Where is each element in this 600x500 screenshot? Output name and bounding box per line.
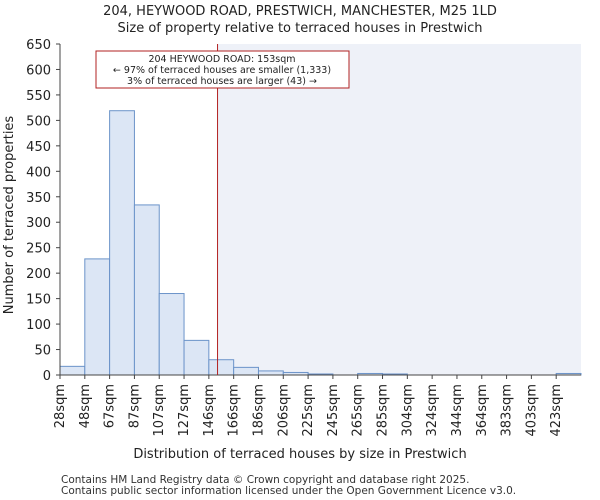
x-tick-label: 107sqm <box>152 384 167 437</box>
footer-line-2: Contains public sector information licen… <box>61 485 516 497</box>
bar-166sqm <box>233 366 259 376</box>
x-tick-label: 304sqm <box>400 384 415 437</box>
y-tick-label: 100 <box>26 318 51 333</box>
y-axis-label: Number of terraced properties <box>2 116 17 315</box>
y-tick-label: 300 <box>26 216 51 231</box>
x-tick-label: 245sqm <box>326 384 341 437</box>
x-tick-label: 186sqm <box>251 384 266 437</box>
x-tick-label: 423sqm <box>549 384 564 437</box>
x-tick-label: 383sqm <box>500 384 515 437</box>
x-tick-label: 265sqm <box>351 384 366 437</box>
y-tick-label: 200 <box>26 267 51 282</box>
x-tick-label: 166sqm <box>227 384 242 437</box>
footer-line-1: Contains HM Land Registry data © Crown c… <box>61 474 469 486</box>
y-tick-label: 650 <box>26 38 51 53</box>
x-tick-label: 87sqm <box>127 384 142 428</box>
x-tick-label: 67sqm <box>103 384 118 428</box>
x-tick-label: 48sqm <box>78 384 93 428</box>
chart-title: 204, HEYWOOD ROAD, PRESTWICH, MANCHESTER… <box>103 4 497 19</box>
x-tick-label: 146sqm <box>202 384 217 437</box>
annotation-line-2: ← 97% of terraced houses are smaller (1,… <box>113 65 331 76</box>
bar-107sqm <box>158 293 185 376</box>
y-tick-label: 50 <box>34 344 51 359</box>
x-tick-label: 225sqm <box>301 384 316 437</box>
x-axis-label: Distribution of terraced houses by size … <box>133 447 466 462</box>
x-axis: 28sqm 48sqm 67sqm 87sqm 107sqm 127sqm 146sqm 16… <box>53 374 581 437</box>
annotation-line-3: 3% of terraced houses are larger (43) → <box>127 76 317 87</box>
bars <box>59 110 582 376</box>
annotation-box <box>95 50 350 89</box>
y-tick-label: 0 <box>43 369 51 384</box>
chart-subtitle: Size of property relative to terraced ho… <box>118 21 483 36</box>
highlight-region <box>217 44 582 375</box>
y-tick-label: 150 <box>26 293 51 308</box>
y-tick-label: 600 <box>26 63 51 78</box>
bar-186sqm <box>257 370 284 376</box>
y-tick-label: 550 <box>26 89 51 104</box>
x-tick-label: 28sqm <box>53 384 68 428</box>
x-tick-label: 127sqm <box>177 384 192 437</box>
x-tick-label: 324sqm <box>425 384 440 437</box>
bar-67sqm <box>109 110 135 376</box>
bar-28sqm <box>59 365 86 376</box>
bar-87sqm <box>133 204 160 376</box>
x-tick-label: 206sqm <box>276 384 291 437</box>
bar-127sqm <box>183 339 210 376</box>
bar-146sqm <box>208 359 235 376</box>
bar-48sqm <box>84 258 111 376</box>
annotation-line-1: 204 HEYWOOD ROAD: 153sqm <box>148 54 295 65</box>
y-tick-label: 400 <box>26 165 51 180</box>
x-tick-label: 344sqm <box>450 384 465 437</box>
y-tick-label: 500 <box>26 114 51 129</box>
x-tick-label: 285sqm <box>376 384 391 437</box>
y-tick-label: 250 <box>26 242 51 257</box>
x-tick-label: 364sqm <box>475 384 490 437</box>
x-tick-label: 403sqm <box>524 384 539 437</box>
y-axis: 0 50 100 150 200 250 300 350 400 450 500 550 600 650 <box>26 38 61 384</box>
y-tick-label: 350 <box>26 191 51 206</box>
y-tick-label: 450 <box>26 140 51 155</box>
